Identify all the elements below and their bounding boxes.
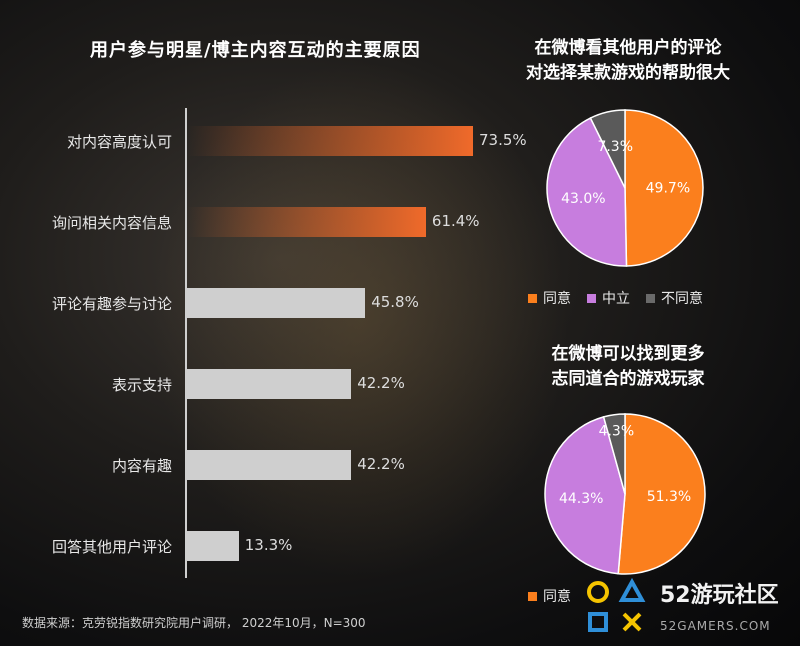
pie-top-chart: 49.7% 43.0% 7.3% [546, 109, 704, 267]
bar-category-label: 表示支持 [111, 376, 172, 394]
data-source-note: 数据来源：克劳锐指数研究院用户调研， 2022年10月，N=300 [22, 616, 366, 630]
legend-disagree: 不同意 [646, 288, 703, 308]
bar-value-label: 61.4% [431, 212, 480, 230]
pie-slice-agree [624, 109, 704, 267]
bar-mark [187, 450, 352, 480]
legend-agree-bottom: 同意 [528, 586, 571, 606]
pie-slice-neutral [544, 415, 626, 575]
legend-agree-bottom-label: 同意 [543, 589, 571, 605]
watermark-logo-icon [587, 578, 646, 632]
pie-bottom-legend: 同意 [528, 586, 571, 606]
bar-category-label: 对内容高度认可 [66, 133, 172, 151]
legend-neutral-swatch [587, 293, 596, 303]
bar-value-label: 42.2% [357, 455, 405, 473]
bar-category-label: 内容有趣 [111, 457, 172, 475]
pie-top-legend: 同意 中立 不同意 [528, 288, 703, 308]
legend-neutral: 中立 [587, 288, 630, 308]
pie-top-title: 在微博看其他用户的评论 对选择某款游戏的帮助很大 [478, 36, 778, 86]
bar-value-label: 73.5% [479, 131, 527, 149]
bar-chart-title: 用户参与明星/博主内容互动的主要原因 [90, 40, 421, 61]
pie-slice-disagree [602, 413, 626, 495]
bar-value-label: 42.2% [357, 374, 405, 392]
pie-top-title-line2: 对选择某款游戏的帮助很大 [526, 63, 730, 83]
legend-neutral-label: 中立 [602, 291, 630, 307]
legend-agree-label: 同意 [543, 291, 571, 307]
pie-value-label: 49.7% [646, 181, 690, 197]
bar-value-label: 45.8% [371, 293, 419, 311]
legend-disagree-label: 不同意 [661, 291, 703, 307]
watermark-name: 游玩社区 [690, 583, 779, 608]
pie-value-label: 51.3% [647, 489, 691, 505]
bar-mark [187, 288, 366, 318]
pie-value-label: 44.3% [559, 491, 603, 507]
pie-slice-agree [617, 413, 706, 575]
pie-value-label: 43.0% [561, 191, 605, 207]
legend-agree: 同意 [528, 288, 571, 308]
watermark-title: 52游玩社区 [660, 577, 779, 609]
pie-value-label: 4.3% [599, 424, 635, 440]
pie-slice-disagree [589, 109, 626, 189]
bar-mark [187, 126, 473, 156]
bar-category-label: 回答其他用户评论 [51, 538, 172, 556]
watermark-number: 52 [660, 583, 691, 608]
pie-bottom-chart: 51.3% 44.3% 4.3% [544, 413, 706, 575]
pie-slice-neutral [546, 117, 628, 267]
legend-disagree-swatch [646, 293, 655, 303]
pie-bottom-title: 在微博可以找到更多 志同道合的游戏玩家 [478, 342, 778, 392]
pie-bottom-title-line2: 志同道合的游戏玩家 [551, 369, 705, 389]
bar-category-label: 评论有趣参与讨论 [51, 295, 172, 313]
pie-top-title-line1: 在微博看其他用户的评论 [534, 38, 722, 58]
bar-chart-axis [185, 108, 187, 578]
legend-agree-bottom-swatch [528, 591, 537, 601]
bar-mark [187, 531, 239, 561]
legend-agree-swatch [528, 293, 537, 303]
watermark-url: 52GAMERS.COM [660, 619, 771, 633]
pie-bottom-title-line1: 在微博可以找到更多 [551, 344, 705, 364]
bar-value-label: 13.3% [244, 536, 293, 554]
bar-mark [187, 369, 352, 399]
bar-mark [187, 207, 426, 237]
pie-value-label: 7.3% [597, 139, 633, 155]
bar-category-label: 询问相关内容信息 [51, 214, 172, 232]
